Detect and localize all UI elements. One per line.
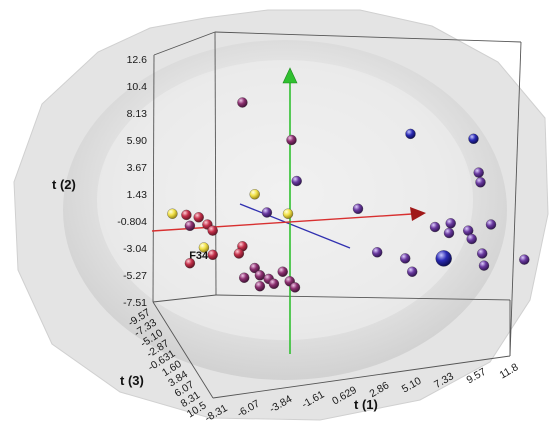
- y-tick-label: 8.13: [127, 108, 148, 120]
- data-point-purple[interactable]: [429, 221, 441, 233]
- y-tick-label: 3.67: [127, 162, 148, 174]
- y-tick-label: -7.51: [123, 297, 147, 309]
- data-point-blue[interactable]: [405, 128, 416, 140]
- data-point-red[interactable]: [207, 225, 218, 236]
- data-point-blue[interactable]: [435, 250, 452, 267]
- data-point-purple[interactable]: [445, 218, 456, 229]
- data-point-purple[interactable]: [485, 219, 497, 230]
- y-tick-label: -5.27: [123, 270, 147, 282]
- y-axis-label: t (2): [52, 177, 76, 192]
- y-tick-label: -3.04: [123, 243, 147, 255]
- data-point-red[interactable]: [233, 248, 245, 259]
- score-points: F34: [167, 97, 530, 293]
- data-point-red[interactable]: [184, 258, 196, 269]
- data-point-purple[interactable]: [407, 266, 418, 277]
- data-point-purple[interactable]: [477, 248, 488, 259]
- data-point-purple[interactable]: [443, 227, 455, 239]
- data-point-red[interactable]: [181, 209, 192, 221]
- y-tick-label: 12.6: [127, 54, 148, 66]
- data-point-purple[interactable]: [478, 260, 490, 271]
- data-point-yellow[interactable]: [167, 208, 178, 219]
- data-point-magenta[interactable]: [268, 278, 280, 289]
- y-axis-ticks: -7.51 -5.27 -3.04 -0.804 1.43 3.67 5.90 8.13 10.…: [117, 54, 147, 309]
- z-axis-line: [239, 203, 351, 249]
- data-point-yellow[interactable]: [282, 208, 294, 219]
- data-point-yellow[interactable]: [249, 189, 260, 200]
- data-point-yellow[interactable]: [198, 242, 210, 253]
- z-axis-label: t (3): [120, 373, 144, 388]
- data-point-magenta[interactable]: [289, 282, 301, 293]
- y-tick-label: 10.4: [127, 81, 148, 93]
- data-point-red[interactable]: [193, 212, 204, 223]
- data-point-magenta[interactable]: [239, 272, 250, 283]
- x-axis-label: t (1): [354, 397, 378, 412]
- x-axis-arrow: [151, 207, 426, 232]
- data-point-purple[interactable]: [291, 175, 302, 187]
- data-point-purple[interactable]: [519, 254, 530, 265]
- data-point-purple[interactable]: [473, 167, 484, 178]
- y-tick-label: 5.90: [127, 135, 148, 147]
- x-tick-label: 11.8: [497, 361, 520, 381]
- data-point-red[interactable]: [207, 249, 218, 260]
- data-point-magenta[interactable]: [254, 270, 266, 281]
- data-point-magenta[interactable]: [249, 262, 260, 274]
- data-point-magenta[interactable]: [237, 97, 248, 108]
- data-point-purple[interactable]: [352, 203, 364, 214]
- data-point-purple[interactable]: [372, 247, 383, 258]
- data-point-purple[interactable]: [475, 177, 486, 188]
- data-point-magenta[interactable]: [286, 134, 297, 146]
- point-label: F34: [189, 250, 209, 262]
- data-point-purple[interactable]: [261, 207, 273, 218]
- data-point-magenta[interactable]: [184, 220, 196, 231]
- data-point-magenta[interactable]: [254, 281, 266, 292]
- y-tick-label: -0.804: [117, 216, 147, 228]
- data-point-purple[interactable]: [466, 233, 477, 245]
- data-point-purple[interactable]: [400, 253, 411, 264]
- data-point-magenta[interactable]: [277, 266, 288, 277]
- confidence-ellipsoid: [13, 9, 549, 421]
- y-tick-label: 1.43: [127, 189, 148, 201]
- data-point-blue[interactable]: [468, 133, 479, 144]
